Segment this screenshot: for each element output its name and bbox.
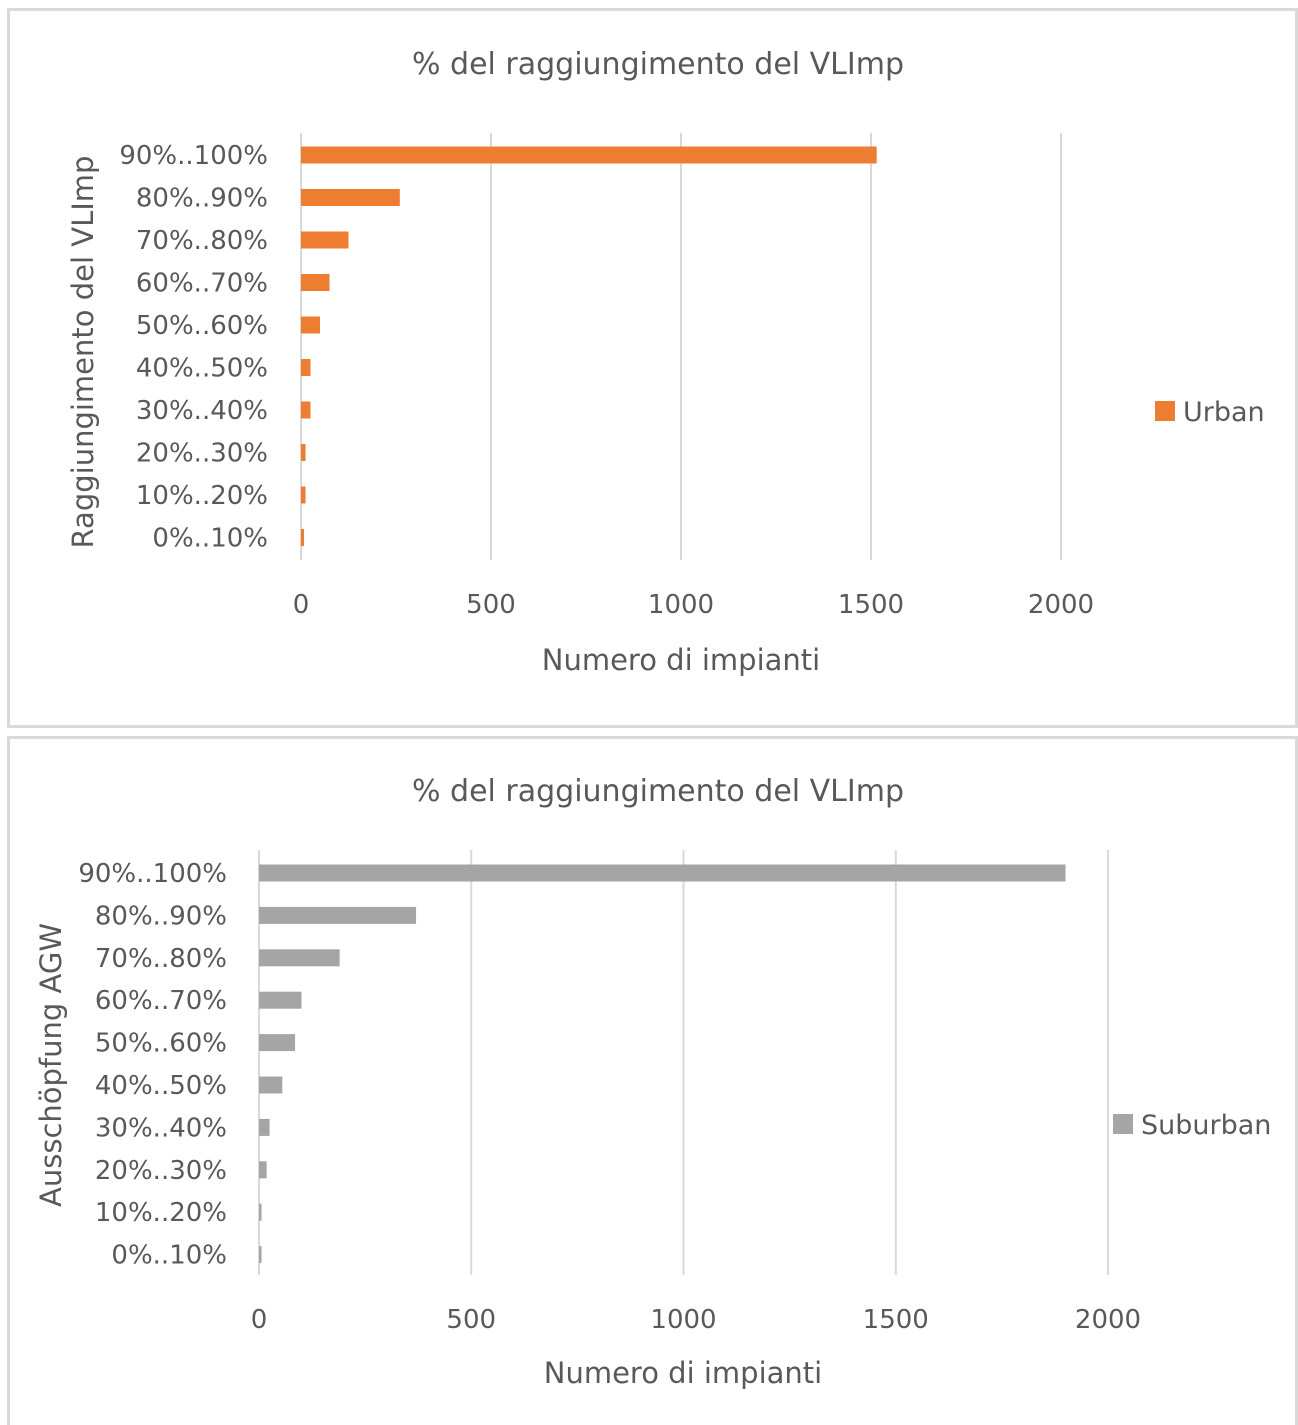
chart1-category-label: 0%..10% (152, 524, 268, 554)
chart1-x-tick-label: 1000 (648, 590, 714, 620)
chart1-bar (301, 274, 330, 291)
chart2-bar (259, 949, 340, 967)
chart1-bar (301, 444, 306, 461)
chart2-x-tick-label: 0 (251, 1305, 268, 1335)
chart1-x-axis-label: Numero di impianti (542, 643, 820, 677)
chart1-category-label: 90%..100% (119, 141, 268, 171)
chart2-category-label: 80%..90% (95, 901, 227, 931)
chart2-x-tick-label: 500 (446, 1305, 496, 1335)
chart1-category-label: 50%..60% (136, 311, 268, 341)
chart2-bar (259, 1203, 262, 1221)
chart2-x-axis-label: Numero di impianti (544, 1356, 822, 1390)
chart1-x-tick-label: 2000 (1028, 590, 1094, 620)
chart1-bar (301, 316, 320, 334)
chart2-category-label: 70%..80% (95, 944, 227, 974)
chart1-x-tick-label: 0 (293, 590, 310, 620)
chart2-bar (259, 1034, 296, 1052)
chart2-category-label: 50%..60% (95, 1029, 227, 1059)
chart2-x-tick-label: 1000 (650, 1305, 716, 1335)
chart2-category-label: 30%..40% (95, 1113, 227, 1143)
chart2-bar (259, 1118, 270, 1136)
chart1-bar (301, 401, 311, 419)
chart2-legend-label: Suburban (1141, 1110, 1271, 1141)
chart1-x-tick-label: 500 (466, 590, 516, 620)
chart2-bar (259, 1076, 283, 1094)
chart2-legend-swatch (1113, 1114, 1133, 1134)
chart2-x-tick-label: 2000 (1075, 1305, 1141, 1335)
chart1-category-label: 60%..70% (136, 269, 268, 299)
chart1-legend-label: Urban (1183, 397, 1265, 428)
chart1-category-label: 40%..50% (136, 354, 268, 384)
chart2-bar (259, 864, 1066, 882)
chart1-category-label: 70%..80% (136, 226, 268, 256)
chart-panel-suburban (7, 736, 1298, 1425)
chart-panel-urban (7, 8, 1298, 728)
chart2-bar (259, 1161, 267, 1179)
chart1-bar (301, 231, 349, 249)
chart1-y-axis-label: Raggiungimento del VLImp (66, 156, 100, 549)
chart1-bar (301, 486, 306, 504)
chart1-bar (301, 529, 305, 546)
chart2-title: % del raggiungimento del VLImp (412, 774, 904, 809)
chart2-category-label: 90%..100% (78, 859, 227, 889)
chart1-bar (301, 146, 877, 164)
chart1-x-tick-label: 1500 (838, 590, 904, 620)
chart2-bar (259, 1246, 262, 1264)
chart1-category-label: 20%..30% (136, 439, 268, 469)
chart1-bar (301, 359, 311, 376)
chart1-category-label: 30%..40% (136, 396, 268, 426)
chart2-category-label: 0%..10% (111, 1241, 227, 1271)
chart1-legend-swatch (1155, 401, 1175, 421)
chart2-category-label: 40%..50% (95, 1071, 227, 1101)
chart2-bar (259, 991, 302, 1009)
chart1-category-label: 10%..20% (136, 481, 268, 511)
chart2-bar (259, 906, 417, 924)
chart1-title: % del raggiungimento del VLImp (412, 47, 904, 82)
chart2-x-tick-label: 1500 (863, 1305, 929, 1335)
chart2-y-axis-label: Ausschöpfung AGW (34, 923, 68, 1207)
chart1-bar (301, 189, 400, 206)
chart2-category-label: 60%..70% (95, 986, 227, 1016)
chart2-category-label: 10%..20% (95, 1198, 227, 1228)
chart1-category-label: 80%..90% (136, 184, 268, 214)
chart2-category-label: 20%..30% (95, 1156, 227, 1186)
